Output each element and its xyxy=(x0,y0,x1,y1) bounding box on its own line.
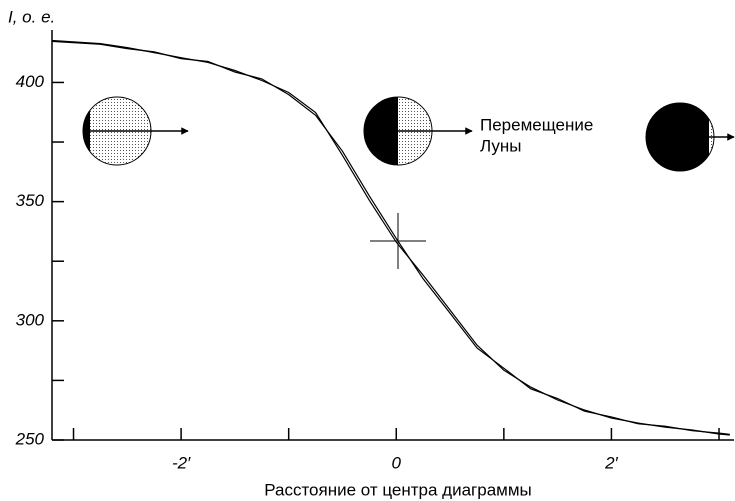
chart: I, о. е. Расстояние от центра диаграммы … xyxy=(0,0,735,501)
y-tick-label: 400 xyxy=(16,72,45,91)
y-axis-label: I, о. е. xyxy=(8,7,55,26)
x-tick-label: -2′ xyxy=(172,453,191,472)
moon-diagram xyxy=(83,97,734,269)
y-tick-label: 300 xyxy=(16,310,45,329)
x-axis-label: Расстояние от центра диаграммы xyxy=(264,480,532,499)
annotation: Перемещение xyxy=(480,115,593,134)
y-tick-label: 350 xyxy=(16,191,45,210)
x-tick-label: 2′ xyxy=(604,453,618,472)
x-tick-label: 0 xyxy=(392,453,402,472)
y-tick-label: 250 xyxy=(15,429,45,448)
annotation: Луны xyxy=(480,136,521,155)
